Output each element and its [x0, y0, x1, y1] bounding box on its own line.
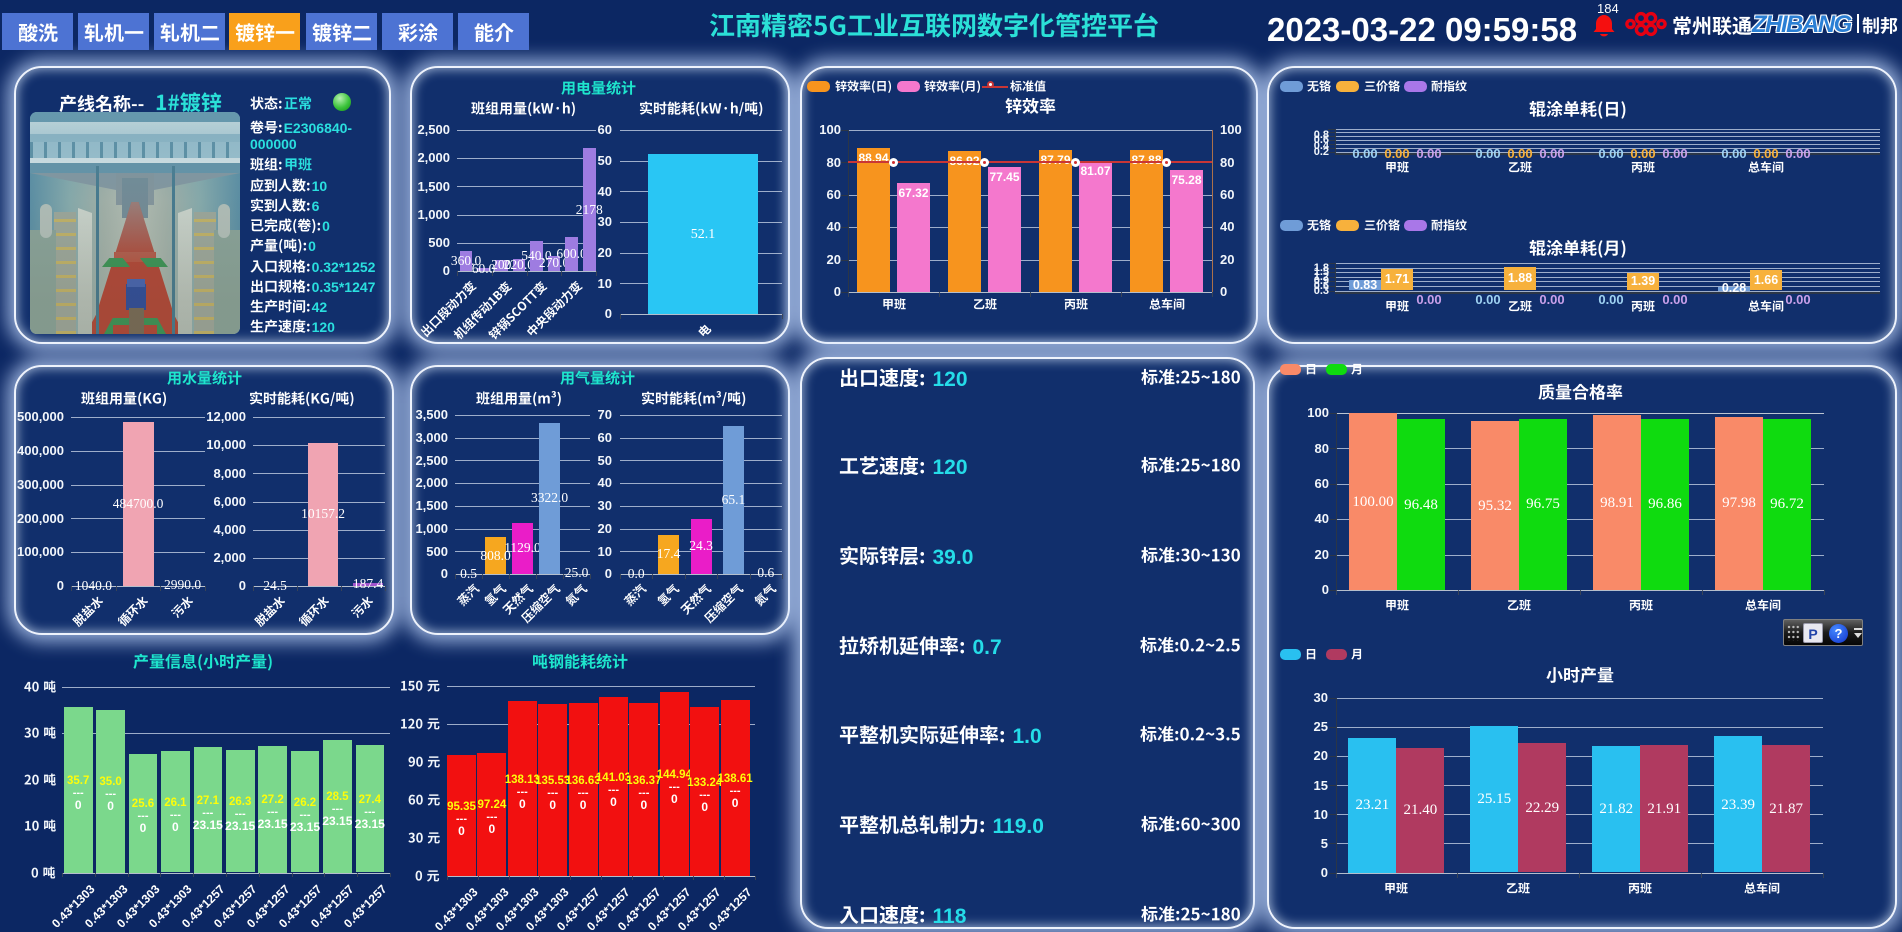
svg-text:184: 184	[1597, 1, 1619, 16]
